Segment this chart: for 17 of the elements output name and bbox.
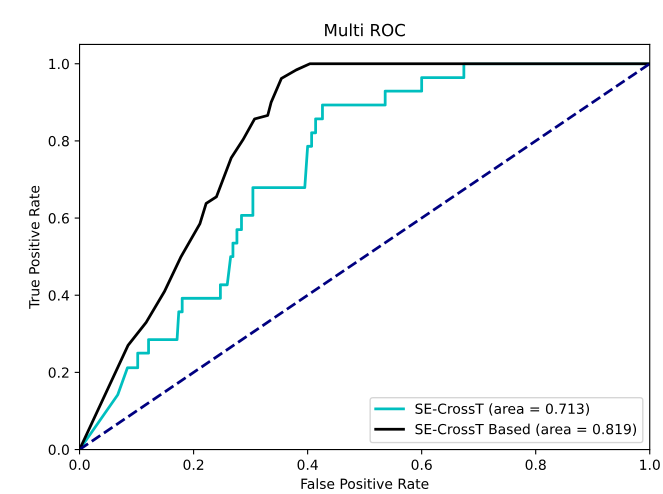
x-tick-label: 0.8 (526, 460, 546, 470)
y-tick-label: 0.4 (48, 290, 70, 301)
x-tick-label: 0.6 (412, 460, 432, 470)
x-axis-title: False Positive Rate (301, 478, 428, 490)
y-tick-label: 0.6 (48, 213, 69, 224)
y-tick-label: 0.8 (48, 136, 69, 146)
x-tick-label: 0.0 (69, 460, 90, 470)
y-tick-label: 1.0 (49, 58, 69, 70)
y-tick-label: 0.0 (48, 444, 69, 456)
x-tick-label: 0.4 (298, 460, 318, 470)
legend-label: SE-CrossT (area = 0.713) (416, 403, 589, 416)
y-axis-title: True Positive Rate (28, 186, 40, 309)
legend-label: SE-CrossT Based (area = 0.819) (416, 424, 636, 436)
chart-title: Multi ROC (325, 23, 405, 36)
x-tick-label: 0.2 (183, 460, 204, 470)
y-tick-label: 0.2 (48, 367, 68, 378)
x-tick-label: 1.0 (640, 460, 660, 470)
